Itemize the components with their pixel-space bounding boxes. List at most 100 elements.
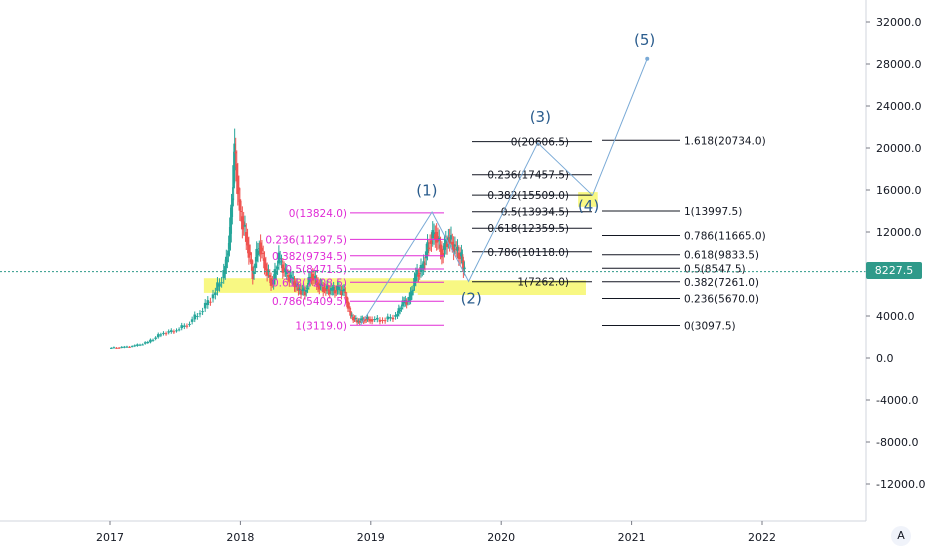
fib-level-label: 1.618(20734.0): [684, 135, 766, 147]
candle-body: [143, 342, 147, 344]
candle-body: [453, 244, 457, 247]
y-tick-label: -4000.0: [876, 394, 918, 407]
candle-body: [320, 284, 324, 287]
candle-body: [255, 248, 258, 262]
candle-body: [233, 143, 236, 171]
candle-body: [440, 248, 444, 258]
candle-body: [423, 263, 427, 265]
candle-body: [225, 256, 228, 268]
fib-level-label: 0(13824.0): [289, 208, 347, 220]
candle-body: [447, 237, 450, 241]
candle-body: [333, 290, 337, 294]
x-tick-label: 2022: [748, 531, 776, 544]
auto-scale-button[interactable]: A: [891, 526, 911, 546]
fib-level-label: 0.382(9734.5): [272, 251, 347, 263]
candle-body: [293, 281, 296, 287]
candle-body: [316, 282, 320, 288]
candle-body: [349, 311, 352, 316]
fib-level-label: 0.786(11665.0): [684, 231, 766, 243]
candle-body: [370, 319, 374, 322]
candle-body: [303, 291, 307, 296]
candle-body: [327, 289, 330, 291]
candle-body: [272, 279, 275, 285]
candle-body: [288, 276, 291, 282]
candle-body: [355, 320, 359, 323]
elliott-wave-path: [359, 58, 648, 326]
y-tick-label: 4000.0: [876, 310, 915, 323]
candle-body: [347, 306, 351, 309]
fib-level-label: 0.5(8547.5): [684, 263, 746, 275]
candle-body: [340, 290, 343, 296]
candle-body: [342, 288, 346, 292]
candle-body: [198, 313, 202, 315]
candle-body: [366, 316, 369, 320]
candle-body: [428, 242, 432, 244]
candle-body: [250, 259, 253, 265]
candle-body: [421, 269, 424, 271]
fib-level-label: 0.786(5409.5): [272, 296, 347, 308]
candle-body: [209, 301, 212, 303]
candle-body: [278, 257, 282, 259]
candle-body: [357, 320, 360, 322]
wave-label: (4): [578, 197, 599, 215]
candle-body: [247, 244, 251, 258]
candle-body: [237, 187, 241, 191]
candle-body: [449, 235, 453, 240]
candle-body: [222, 270, 226, 279]
candle-body: [136, 344, 139, 346]
candle-body: [211, 294, 215, 299]
candle-body: [341, 289, 345, 292]
y-tick-label: 20000.0: [876, 142, 922, 155]
candle-body: [188, 323, 191, 325]
candle-body: [112, 347, 116, 349]
candle-body: [286, 275, 290, 277]
candle-body: [285, 270, 288, 274]
wave-label: (5): [634, 31, 655, 49]
candle-body: [410, 290, 414, 296]
candle-body: [368, 319, 372, 322]
y-tick-label: -12000.0: [876, 478, 925, 491]
candle-body: [414, 273, 418, 281]
candle-body: [193, 314, 197, 320]
candle-body: [460, 252, 463, 257]
candle-body: [282, 267, 286, 271]
candle-body: [273, 269, 277, 280]
candle-body: [328, 289, 332, 294]
candle-body: [444, 239, 448, 247]
candle-body: [294, 283, 298, 288]
candle-body: [378, 319, 382, 322]
candle-body: [130, 346, 134, 348]
candle-body: [141, 344, 144, 346]
candle-body: [259, 242, 262, 255]
candle-body: [331, 289, 334, 291]
candle-body: [220, 282, 223, 284]
candle-body: [439, 244, 442, 252]
candle-body: [401, 300, 405, 306]
candle-body: [373, 319, 377, 321]
candle-body: [337, 286, 341, 290]
candle-body: [431, 230, 435, 239]
candle-body: [361, 318, 364, 320]
candle-body: [238, 199, 242, 211]
candle-body: [358, 320, 362, 323]
candle-body: [231, 198, 234, 207]
candle-body: [256, 250, 260, 256]
candle-body: [359, 318, 363, 321]
candle-body: [167, 331, 170, 333]
candle-body: [268, 275, 272, 278]
candle-body: [443, 243, 446, 250]
candle-body: [304, 290, 308, 292]
candle-body: [226, 260, 229, 262]
candle-body: [159, 334, 163, 336]
candle-body: [234, 152, 238, 154]
y-tick-label: 16000.0: [876, 184, 922, 197]
candle-body: [289, 274, 292, 278]
candle-body: [317, 284, 321, 290]
candle-body: [432, 232, 436, 237]
candle-body: [353, 318, 356, 320]
candle-body: [367, 319, 371, 321]
fib-level-label: 0.236(17457.5): [487, 170, 569, 182]
candle-body: [281, 264, 285, 273]
